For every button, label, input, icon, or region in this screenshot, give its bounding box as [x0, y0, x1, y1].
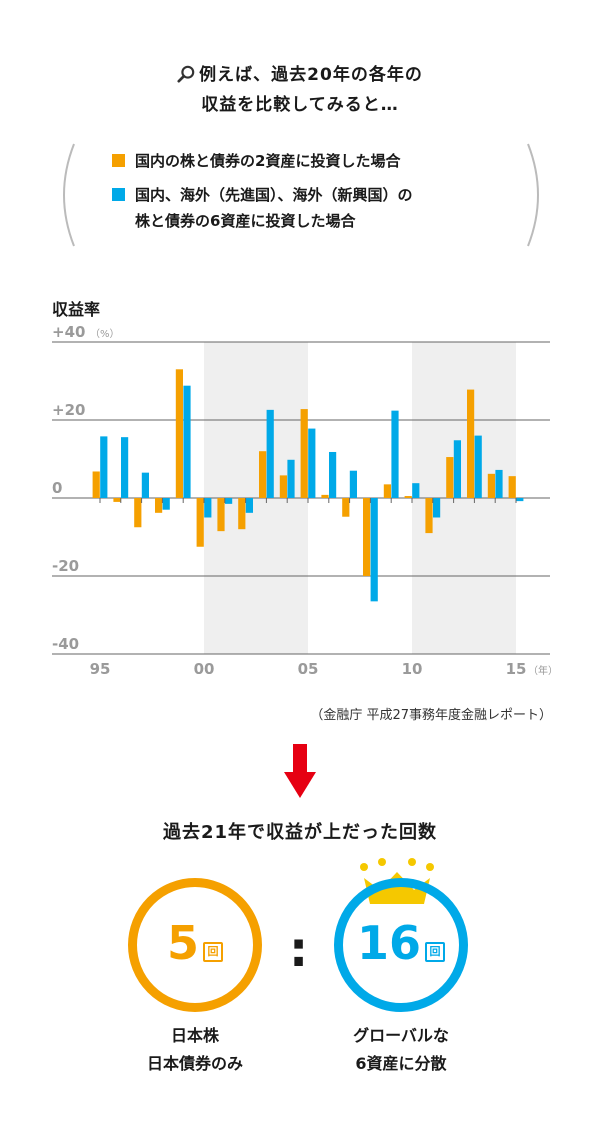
intro-line1: 例えば、過去20年の各年の — [199, 65, 423, 85]
legend-label-global-line1: 国内、海外（先進国）、海外（新興国）の — [135, 186, 413, 204]
x-tick-label: 10 — [402, 660, 423, 678]
bar-global — [204, 498, 212, 518]
bar-global — [453, 440, 461, 498]
global-caption: グローバルな 6資産に分散 — [301, 1022, 501, 1078]
x-tick-label: 15 — [506, 660, 527, 678]
global-count-number: 16 — [356, 916, 421, 970]
legend-label-global-line2: 株と債券の6資産に投資した場合 — [135, 212, 356, 230]
bar-domestic — [259, 451, 267, 498]
bar-global — [141, 472, 149, 498]
result-title: 過去21年で収益が上だった回数 — [162, 822, 438, 843]
global-count: 16 回 — [343, 915, 459, 971]
intro-heading: 例えば、過去20年の各年の 収益を比較してみると… — [0, 60, 600, 120]
orange-swatch — [112, 154, 125, 167]
x-unit-label: （年） — [528, 664, 558, 677]
domestic-count-number: 5 — [166, 916, 199, 970]
global-caption-line2: 6資産に分散 — [355, 1054, 447, 1073]
bar-global — [100, 436, 108, 498]
legend-label-global: 国内、海外（先進国）、海外（新興国）の 株と債券の6資産に投資した場合 — [135, 182, 413, 234]
bar-domestic — [196, 498, 204, 547]
bar-domestic — [508, 476, 516, 498]
legend-label-domestic: 国内の株と債券の2資産に投資した場合 — [135, 152, 401, 170]
bar-global — [349, 470, 357, 498]
bar-global — [495, 469, 503, 498]
magnifier-icon — [177, 65, 195, 83]
global-count-circle: 16 回 — [334, 878, 468, 1012]
domestic-caption: 日本株 日本債券のみ — [95, 1022, 295, 1078]
x-tick-label: 95 — [90, 660, 111, 678]
bar-domestic — [425, 498, 433, 534]
bar-global — [121, 437, 129, 498]
bar-global — [266, 409, 274, 498]
blue-swatch — [112, 188, 125, 201]
bar-global — [474, 435, 482, 498]
bar-domestic — [155, 498, 163, 513]
bar-global — [329, 451, 337, 498]
bar-global — [370, 498, 378, 602]
bar-domestic — [113, 498, 121, 502]
bar-global — [391, 410, 399, 498]
down-arrow-icon — [284, 744, 316, 798]
bar-domestic — [321, 494, 329, 498]
chart-title: 収益率 — [52, 300, 101, 319]
bar-global — [162, 498, 170, 510]
count-unit: 回 — [203, 942, 223, 962]
bar-domestic — [238, 498, 246, 530]
global-caption-line1: グローバルな — [353, 1026, 449, 1045]
bar-global — [287, 459, 295, 498]
bar-domestic — [217, 498, 225, 532]
bar-chart: +40 +20 0 -20 -40 （%） 95 00 05 10 15 （年） — [52, 323, 558, 678]
bar-domestic — [175, 369, 183, 498]
bar-domestic — [134, 498, 142, 528]
bar-global — [245, 498, 253, 513]
left-parenthesis — [63, 143, 75, 247]
bar-domestic — [92, 471, 100, 498]
bar-domestic — [487, 473, 495, 498]
domestic-caption-line2: 日本債券のみ — [146, 1054, 243, 1073]
count-unit: 回 — [425, 942, 445, 962]
bar-global — [433, 498, 441, 518]
domestic-caption-line1: 日本株 — [170, 1026, 219, 1045]
y-tick-label: +40 — [52, 323, 85, 341]
bar-domestic — [383, 484, 391, 498]
y-tick-label: +20 — [52, 401, 85, 419]
bar-global — [516, 498, 524, 502]
bar-domestic — [404, 496, 412, 498]
y-tick-label: -40 — [52, 635, 79, 653]
bar-domestic — [467, 389, 475, 498]
x-tick-label: 05 — [298, 660, 319, 678]
bar-domestic — [300, 409, 308, 498]
bar-domestic — [279, 475, 287, 498]
legend-item-global: 国内、海外（先進国）、海外（新興国）の 株と債券の6資産に投資した場合 — [112, 182, 413, 234]
x-tick-label: 00 — [194, 660, 215, 678]
y-tick-label: -20 — [52, 557, 79, 575]
bar-global — [225, 498, 233, 504]
y-unit-label: （%） — [90, 328, 120, 340]
right-parenthesis — [527, 143, 539, 247]
legend-item-domestic: 国内の株と債券の2資産に投資した場合 — [112, 148, 413, 174]
colon-separator: : — [289, 922, 309, 978]
bar-domestic — [363, 498, 371, 576]
bar-domestic — [446, 457, 454, 498]
chart-legend: 国内の株と債券の2資産に投資した場合 国内、海外（先進国）、海外（新興国）の 株… — [112, 148, 413, 242]
bar-global — [308, 428, 316, 498]
intro-line2: 収益を比較してみると… — [201, 95, 399, 115]
bar-global — [412, 483, 420, 498]
bar-domestic — [342, 498, 350, 517]
bar-global — [183, 385, 191, 498]
y-tick-label: 0 — [52, 479, 62, 497]
source-note: （金融庁 平成27事務年度金融レポート） — [310, 708, 552, 723]
